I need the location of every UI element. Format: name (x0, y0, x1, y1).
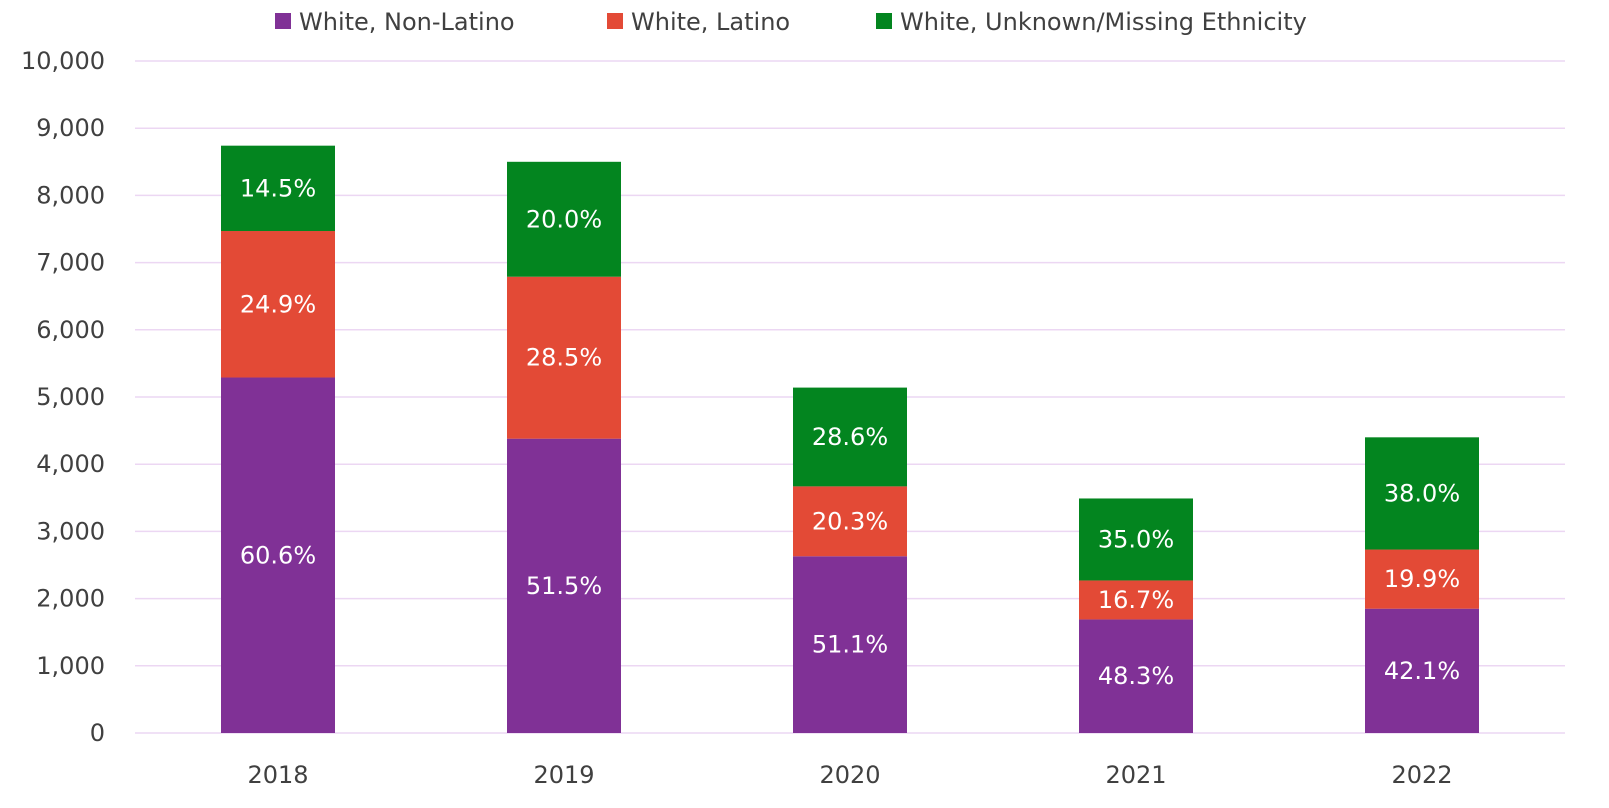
x-tick-label: 2022 (1391, 761, 1452, 789)
data-label: 42.1% (1384, 657, 1460, 685)
bar-segment (1365, 437, 1479, 550)
bar-segment (221, 377, 335, 733)
bar-segment (1365, 608, 1479, 733)
data-label: 28.6% (812, 423, 888, 451)
y-tick-label: 5,000 (36, 383, 105, 411)
x-tick-label: 2018 (247, 761, 308, 789)
y-tick-label: 6,000 (36, 316, 105, 344)
legend-label: White, Non-Latino (299, 8, 515, 36)
legend-swatch (876, 13, 892, 29)
y-tick-label: 9,000 (36, 114, 105, 142)
data-label: 16.7% (1098, 586, 1174, 614)
bar-segment (1365, 549, 1479, 609)
legend: White, Non-Latino White, Latino White, Unk… (275, 8, 1307, 36)
y-axis: 0 1,000 2,000 3,000 4,000 5,000 6,000 7,000 8,00… (21, 47, 105, 747)
bar-segment (1079, 619, 1193, 733)
data-label: 28.5% (526, 344, 602, 372)
bar-segment (507, 276, 621, 439)
data-label: 60.6% (240, 541, 316, 569)
legend-swatch (275, 13, 291, 29)
data-label: 20.0% (526, 205, 602, 233)
x-tick-label: 2019 (533, 761, 594, 789)
x-tick-label: 2021 (1105, 761, 1166, 789)
y-tick-label: 8,000 (36, 181, 105, 209)
bar-segment (1079, 498, 1193, 581)
data-label: 38.0% (1384, 479, 1460, 507)
bar-segment (221, 145, 335, 232)
y-tick-label: 10,000 (21, 47, 105, 75)
bar-segment (793, 387, 907, 487)
x-tick-label: 2020 (819, 761, 880, 789)
bars (221, 145, 1479, 733)
data-label: 48.3% (1098, 662, 1174, 690)
bar-segment (507, 161, 621, 277)
data-label: 35.0% (1098, 525, 1174, 553)
y-tick-label: 1,000 (36, 652, 105, 680)
data-label: 20.3% (812, 507, 888, 535)
data-label: 51.1% (812, 631, 888, 659)
data-label: 51.5% (526, 572, 602, 600)
bar-segment (507, 438, 621, 733)
bar-segment (221, 231, 335, 378)
y-tick-label: 7,000 (36, 249, 105, 277)
y-tick-label: 2,000 (36, 585, 105, 613)
bar-segment (793, 556, 907, 733)
bar-segment (1079, 580, 1193, 620)
legend-label: White, Latino (631, 8, 790, 36)
data-label: 24.9% (240, 290, 316, 318)
legend-label: White, Unknown/Missing Ethnicity (900, 8, 1307, 36)
y-tick-label: 4,000 (36, 450, 105, 478)
bar-segment (793, 486, 907, 557)
x-axis: 2018 2019 2020 2021 2022 (247, 761, 1452, 789)
data-label: 19.9% (1384, 565, 1460, 593)
y-tick-label: 3,000 (36, 517, 105, 545)
data-labels: 60.6% 24.9% 14.5% 51.5% 28.5% 20.0% 51.1% 20.3%… (240, 174, 1460, 690)
y-tick-label: 0 (90, 719, 105, 747)
data-label: 14.5% (240, 174, 316, 202)
legend-swatch (607, 13, 623, 29)
